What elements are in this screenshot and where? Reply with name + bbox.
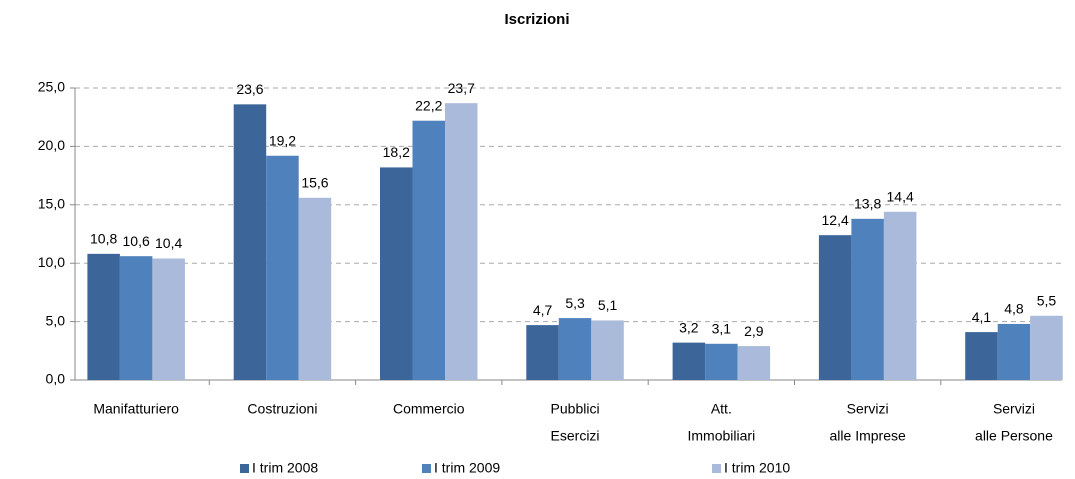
value-label: 23,7 xyxy=(448,80,475,96)
x-tick-label: Costruzioni xyxy=(247,401,317,417)
value-label: 5,5 xyxy=(1037,292,1057,308)
value-label: 19,2 xyxy=(269,132,296,148)
bar xyxy=(233,104,267,381)
bar xyxy=(445,103,478,381)
bar xyxy=(591,320,624,380)
bar xyxy=(997,323,1031,380)
bar xyxy=(672,342,706,380)
legend-label: I trim 2009 xyxy=(434,460,500,476)
y-tick-label: 10,0 xyxy=(38,254,65,270)
value-label: 3,1 xyxy=(712,320,732,336)
x-tick-label: Esercizi xyxy=(551,428,600,444)
x-tick-label: Att. xyxy=(711,401,732,417)
bar xyxy=(298,197,332,380)
value-label: 5,1 xyxy=(598,297,618,313)
legend-label: I trim 2010 xyxy=(724,460,790,476)
bar xyxy=(818,235,852,380)
value-label: 10,8 xyxy=(90,231,117,247)
value-label: 13,8 xyxy=(854,196,881,212)
y-tick-label: 5,0 xyxy=(46,312,66,328)
x-tick-label: alle Persone xyxy=(975,428,1053,444)
x-tick-label: Servizi xyxy=(847,401,889,417)
bar xyxy=(412,120,445,380)
value-label: 23,6 xyxy=(236,81,263,97)
value-label: 22,2 xyxy=(415,97,442,113)
value-label: 5,3 xyxy=(565,295,585,311)
bar xyxy=(737,346,771,380)
y-tick-label: 15,0 xyxy=(38,196,65,212)
bar xyxy=(965,332,998,380)
bar xyxy=(558,318,592,380)
legend-swatch xyxy=(422,464,431,473)
legend-swatch xyxy=(240,464,249,473)
x-tick-label: alle Imprese xyxy=(830,428,906,444)
value-label: 2,9 xyxy=(744,323,764,339)
value-label: 15,6 xyxy=(301,174,328,190)
bar xyxy=(883,211,917,380)
x-tick-label: Servizi xyxy=(993,401,1035,417)
y-tick-label: 0,0 xyxy=(46,371,66,387)
bar xyxy=(266,155,299,380)
y-tick-label: 25,0 xyxy=(38,79,65,95)
legend-swatch xyxy=(712,464,721,473)
bar xyxy=(526,325,559,380)
value-label: 10,6 xyxy=(123,233,150,249)
value-label: 18,2 xyxy=(383,144,410,160)
y-tick-label: 20,0 xyxy=(38,137,65,153)
bar xyxy=(851,218,884,380)
value-label: 12,4 xyxy=(822,212,849,228)
value-label: 3,2 xyxy=(679,319,699,335)
legend-label: I trim 2008 xyxy=(252,460,318,476)
bar xyxy=(1030,315,1063,380)
x-tick-label: Commercio xyxy=(393,401,465,417)
bar xyxy=(87,253,120,380)
bar xyxy=(152,258,185,380)
chart-title: Iscrizioni xyxy=(504,11,569,28)
x-tick-label: Pubblici xyxy=(551,401,600,417)
value-label: 4,8 xyxy=(1004,301,1024,317)
value-label: 10,4 xyxy=(155,235,182,251)
value-label: 4,7 xyxy=(533,302,553,318)
bar xyxy=(705,343,738,380)
x-tick-label: Immobiliari xyxy=(688,428,756,444)
value-label: 14,4 xyxy=(887,189,914,205)
x-tick-label: Manifatturiero xyxy=(93,401,179,417)
bar xyxy=(119,256,153,380)
value-label: 4,1 xyxy=(972,309,992,325)
bar xyxy=(380,167,413,380)
